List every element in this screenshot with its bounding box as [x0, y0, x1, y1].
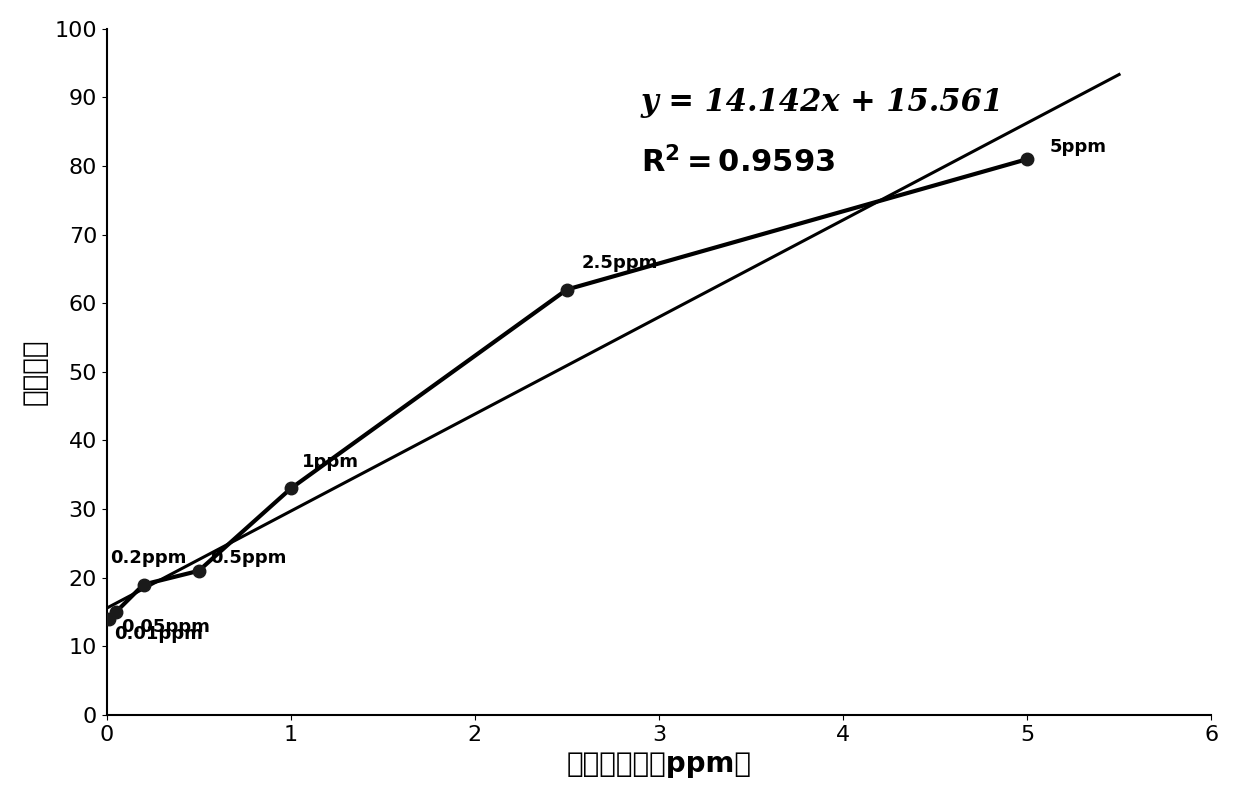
Text: y = 14.142x + 15.561: y = 14.142x + 15.561	[641, 87, 1004, 118]
Text: 0.01ppm: 0.01ppm	[114, 625, 203, 643]
Text: 1ppm: 1ppm	[302, 453, 359, 471]
Text: 0.05ppm: 0.05ppm	[121, 618, 211, 636]
Text: 0.2ppm: 0.2ppm	[110, 550, 187, 567]
Text: $\mathbf{R^2 = 0.9593}$: $\mathbf{R^2 = 0.9593}$	[641, 147, 835, 180]
X-axis label: 多菌灵浓度（ppm）: 多菌灵浓度（ppm）	[566, 750, 751, 778]
Text: 5ppm: 5ppm	[1049, 137, 1106, 156]
Y-axis label: 荧光强度: 荧光强度	[21, 339, 48, 405]
Text: 0.5ppm: 0.5ppm	[209, 550, 286, 567]
Text: 2.5ppm: 2.5ppm	[581, 254, 658, 272]
